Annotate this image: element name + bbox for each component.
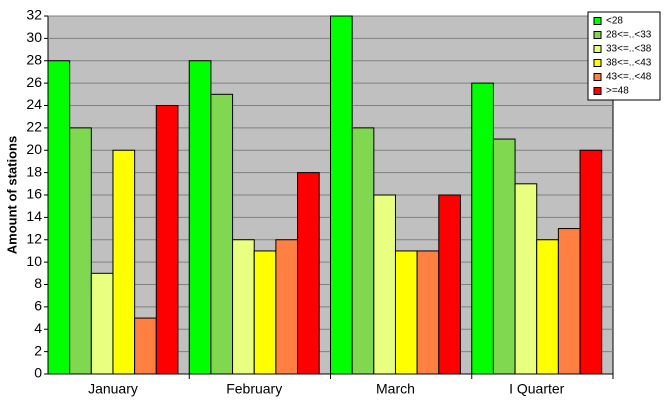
y-axis-label: Amount of stations <box>4 136 19 254</box>
legend-swatch <box>593 45 602 53</box>
bar <box>373 194 396 375</box>
y-tick-label: 16 <box>26 186 42 202</box>
y-tick-label: 0 <box>34 365 42 381</box>
bar <box>188 60 212 375</box>
y-tick-label: 10 <box>26 253 42 269</box>
bar <box>210 93 234 375</box>
y-tick-label: 28 <box>26 51 42 67</box>
legend-label: 28<=..<33 <box>606 30 652 41</box>
bar <box>394 250 418 375</box>
bar <box>579 149 603 375</box>
bar <box>134 317 157 375</box>
legend-box <box>587 11 661 101</box>
y-tick-label: 12 <box>26 230 42 246</box>
bar <box>232 239 255 375</box>
y-tick-label: 32 <box>26 7 42 23</box>
bar <box>47 60 71 375</box>
bar <box>155 105 179 375</box>
legend-label: <28 <box>606 16 623 27</box>
y-tick-label: 2 <box>34 342 42 358</box>
bar <box>351 127 375 375</box>
legend-swatch <box>593 17 602 25</box>
bar <box>536 239 559 375</box>
bar <box>557 228 581 375</box>
bar <box>253 250 277 375</box>
y-tick-label: 20 <box>26 141 42 157</box>
bar <box>471 82 494 375</box>
bar <box>275 239 299 375</box>
bar <box>416 250 440 375</box>
legend-label: 43<=..<48 <box>606 72 652 83</box>
y-tick-label: 26 <box>26 74 42 90</box>
y-tick-label: 18 <box>26 163 42 179</box>
x-tick-label: March <box>376 381 415 397</box>
bar <box>438 194 461 375</box>
y-tick-label: 6 <box>34 298 42 314</box>
y-tick-label: 30 <box>26 29 42 45</box>
y-tick-label: 4 <box>34 320 42 336</box>
legend-label: >=48 <box>606 86 629 97</box>
legend-swatch <box>593 31 602 39</box>
bar <box>69 127 92 375</box>
bar <box>330 15 353 375</box>
x-tick-label: February <box>226 381 282 397</box>
y-tick-label: 24 <box>26 96 42 112</box>
legend-swatch <box>593 87 602 95</box>
y-tick-label: 8 <box>34 275 42 291</box>
y-tick-label: 14 <box>26 208 42 224</box>
bar <box>112 149 136 375</box>
y-tick-label: 22 <box>26 119 42 135</box>
legend-label: 38<=..<43 <box>606 58 652 69</box>
bar <box>514 183 538 375</box>
bar <box>90 272 114 375</box>
legend-swatch <box>593 59 602 67</box>
legend-label: 33<=..<38 <box>606 44 652 55</box>
bar <box>492 138 516 375</box>
legend-swatch <box>593 73 602 81</box>
x-tick-label: I Quarter <box>509 381 565 397</box>
bar <box>297 172 320 375</box>
x-tick-label: January <box>88 381 138 397</box>
